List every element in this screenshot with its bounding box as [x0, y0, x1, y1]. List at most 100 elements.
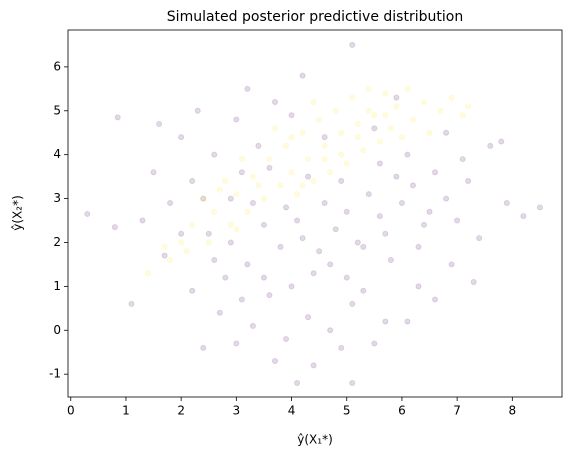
point: [343, 274, 350, 281]
point: [354, 134, 361, 141]
point: [299, 235, 306, 242]
point: [316, 248, 323, 255]
point: [84, 210, 91, 217]
point: [354, 239, 361, 246]
y-tick-label: 5: [53, 103, 61, 117]
point: [114, 114, 121, 121]
point: [382, 318, 389, 325]
point: [211, 257, 218, 264]
point: [487, 142, 494, 149]
point: [443, 195, 450, 202]
point: [216, 309, 223, 316]
point: [349, 94, 356, 101]
point: [200, 195, 207, 202]
point: [111, 224, 118, 231]
point: [343, 160, 350, 167]
point: [376, 160, 383, 167]
point: [271, 358, 278, 365]
point: [443, 129, 450, 136]
point: [178, 239, 185, 246]
point: [338, 151, 345, 158]
point: [288, 112, 295, 119]
point: [161, 243, 168, 250]
point: [216, 186, 223, 193]
point: [294, 379, 301, 386]
point: [332, 107, 339, 114]
point: [426, 208, 433, 215]
point: [387, 257, 394, 264]
point: [415, 283, 422, 290]
x-tick-label: 1: [122, 404, 130, 418]
point: [465, 178, 472, 185]
point: [255, 182, 262, 189]
point: [294, 217, 301, 224]
point: [249, 173, 256, 180]
point: [244, 85, 251, 92]
point: [338, 344, 345, 351]
point: [283, 142, 290, 149]
point: [205, 239, 212, 246]
point: [271, 98, 278, 105]
point: [238, 156, 245, 163]
point: [249, 322, 256, 329]
point: [387, 125, 394, 132]
point: [360, 147, 367, 154]
y-tick-label: -1: [49, 367, 61, 381]
point: [432, 169, 439, 176]
x-tick-label: 5: [343, 404, 351, 418]
point: [448, 94, 455, 101]
point: [448, 261, 455, 268]
point: [371, 340, 378, 347]
point: [421, 98, 428, 105]
y-axis-label: ŷ(X₂*): [11, 195, 25, 231]
point: [305, 314, 312, 321]
point: [365, 107, 372, 114]
point: [260, 221, 267, 228]
point: [520, 213, 527, 220]
x-tick-label: 8: [509, 404, 517, 418]
point: [222, 274, 229, 281]
point: [409, 182, 416, 189]
point: [255, 142, 262, 149]
point: [349, 41, 356, 48]
point: [249, 199, 256, 206]
point: [222, 178, 229, 185]
point: [211, 208, 218, 215]
y-tick-label: 2: [53, 235, 61, 249]
point: [365, 85, 372, 92]
point: [338, 129, 345, 136]
point: [283, 336, 290, 343]
point: [305, 156, 312, 163]
point: [299, 72, 306, 79]
point: [382, 90, 389, 97]
point: [459, 156, 466, 163]
point: [470, 278, 477, 285]
point: [288, 283, 295, 290]
point: [382, 230, 389, 237]
point: [404, 318, 411, 325]
point: [393, 173, 400, 180]
point: [338, 178, 345, 185]
point: [459, 112, 466, 119]
point: [299, 182, 306, 189]
point: [277, 182, 284, 189]
point: [211, 151, 218, 158]
point: [465, 103, 472, 110]
x-tick-label: 4: [288, 404, 296, 418]
point: [432, 296, 439, 303]
point: [536, 204, 543, 211]
point: [233, 340, 240, 347]
point: [382, 112, 389, 119]
point: [349, 379, 356, 386]
point: [321, 142, 328, 149]
point: [310, 98, 317, 105]
point: [398, 134, 405, 141]
point: [404, 151, 411, 158]
point: [332, 226, 339, 233]
point: [376, 138, 383, 145]
x-tick-label: 0: [67, 404, 75, 418]
point: [156, 120, 163, 127]
point: [321, 134, 328, 141]
point: [294, 191, 301, 198]
